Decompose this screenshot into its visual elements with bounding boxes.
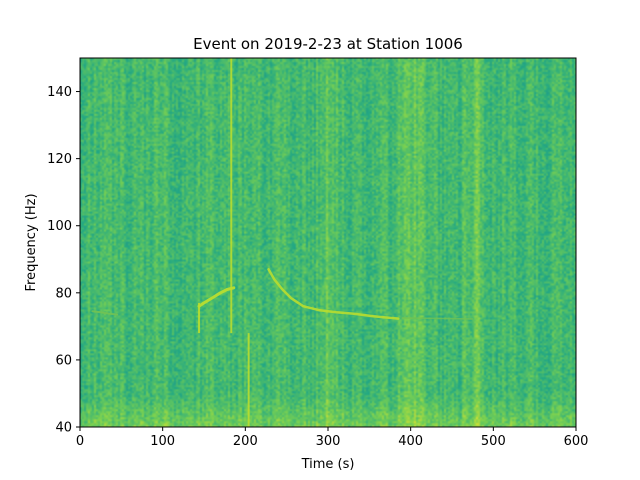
upsweep-trace [197,286,236,308]
faint-trace-left [91,310,119,316]
x-tick-label: 200 [233,434,258,449]
spectral-features [91,58,474,427]
y-tick-label: 120 [47,152,72,167]
y-axis: 40 60 80 100 120 140 [47,85,80,436]
x-tick-label: 100 [150,434,175,449]
y-tick-label: 40 [55,421,72,436]
y-tick-label: 100 [47,219,72,234]
y-tick-label: 80 [55,286,72,301]
x-tick-label: 400 [398,434,423,449]
y-tick-label: 60 [55,353,72,368]
faint-trace-right [401,317,474,320]
x-axis: 0 100 200 300 400 500 600 [76,427,589,449]
y-axis-label: Frequency (Hz) [24,193,39,291]
x-tick-label: 300 [316,434,341,449]
x-tick-label: 500 [481,434,506,449]
spectrogram-image [80,58,576,427]
chart-title: Event on 2019-2-23 at Station 1006 [193,35,463,53]
plot-area [80,58,576,427]
x-axis-label: Time (s) [301,457,355,472]
x-tick-label: 600 [564,434,589,449]
x-tick-label: 0 [76,434,84,449]
y-tick-label: 140 [47,85,72,100]
downsweep-trace [267,268,400,320]
